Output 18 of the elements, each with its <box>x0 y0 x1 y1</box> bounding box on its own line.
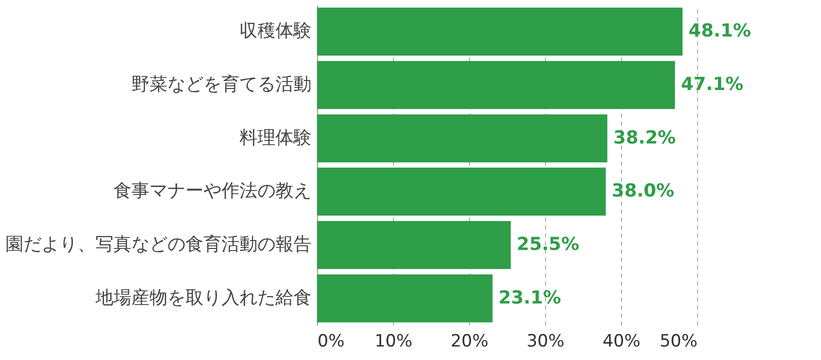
y-tick-label: 収穫体験 <box>240 20 312 42</box>
y-tick-label: 料理体験 <box>240 127 312 148</box>
y-tick-label: 野菜などを育てる活動 <box>132 74 312 95</box>
x-tick-label: 40% <box>602 332 640 352</box>
data-label: 48.1% <box>688 20 752 42</box>
data-label: 38.2% <box>613 127 676 148</box>
data-label: 47.1% <box>680 74 744 95</box>
x-tick-label: 50% <box>660 332 698 352</box>
y-tick-label: 地場産物を取り入れた給食 <box>94 287 312 308</box>
y-tick-label: 園だより、写真などの食育活動の報告 <box>6 234 312 255</box>
data-label: 25.5% <box>516 234 580 255</box>
data-label: 38.0% <box>612 180 674 202</box>
x-tick-label: 10% <box>374 332 412 352</box>
x-tick-label: 30% <box>526 332 564 352</box>
y-tick-label: 食事マナーや作法の教え <box>114 180 312 202</box>
x-tick-label: 0% <box>318 332 344 352</box>
data-label: 23.1% <box>498 287 562 308</box>
x-tick-label: 20% <box>450 332 488 352</box>
